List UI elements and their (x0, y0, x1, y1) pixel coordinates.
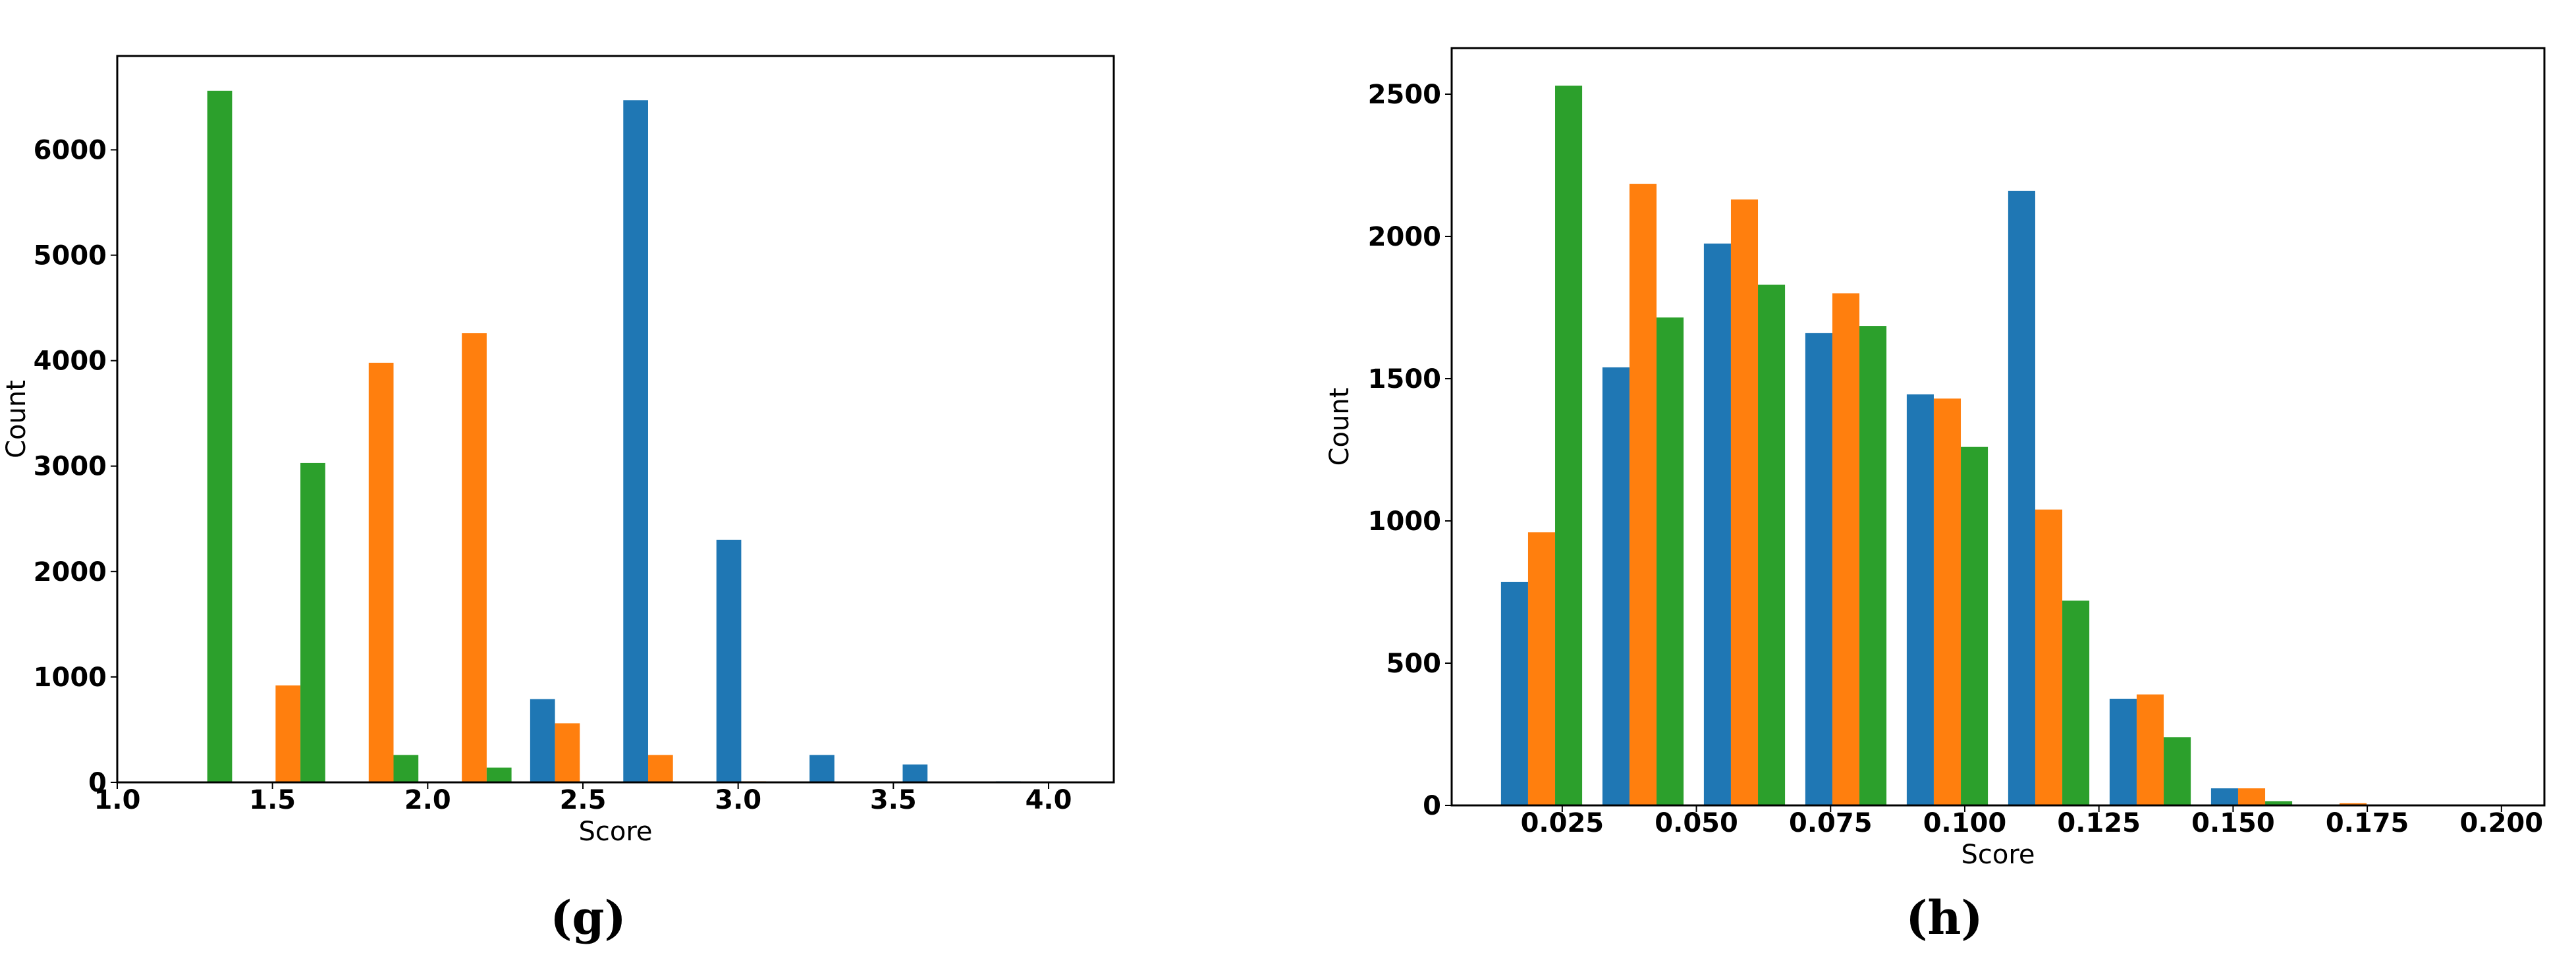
bar (368, 362, 394, 782)
chart: 1.0 1.5 2.0 2.5 3.0 3.5 4.0 0 1000 2000 3000 4000 50… (1, 55, 1115, 945)
y-tick-label: 0 (1423, 791, 1441, 821)
bar (2237, 788, 2266, 805)
x-axis-label: Score (578, 817, 652, 847)
bar (300, 462, 325, 782)
y-tick-label: 2500 (1368, 80, 1441, 110)
x-tick-label: 0.175 (2326, 808, 2409, 838)
bar (1500, 582, 1528, 805)
x-tick-label: 3.5 (870, 785, 917, 815)
bar (393, 755, 419, 782)
bar (275, 685, 301, 782)
y-tick-label: 500 (1386, 649, 1442, 679)
plot-frame (1450, 47, 2546, 807)
bar (2062, 600, 2090, 805)
x-tick-label: 0.100 (1923, 808, 2007, 838)
bar (530, 699, 555, 782)
x-tick-label: 2.5 (560, 785, 607, 815)
bar (623, 100, 648, 782)
y-tick-label: 1000 (34, 663, 107, 693)
caption: (h) (1905, 890, 1983, 945)
bar (2109, 698, 2137, 805)
bar (1629, 184, 1657, 805)
bar (2210, 788, 2238, 805)
bar (555, 723, 580, 782)
y-tick-label: 5000 (34, 241, 107, 271)
bar (2265, 801, 2293, 805)
y-tick-label: 6000 (34, 135, 107, 165)
x-axis-label: Score (1961, 840, 2035, 870)
bar (2136, 694, 2164, 805)
y-tick-label: 4000 (34, 346, 107, 377)
bar (2035, 509, 2063, 805)
y-tick-label: 1500 (1368, 364, 1441, 394)
y-tick-label: 1000 (1368, 506, 1441, 537)
chart: 0.025 0.050 0.075 0.100 0.125 0.150 0.175 0.200… (1325, 47, 2546, 945)
bar (2339, 803, 2367, 805)
x-tick-label: 0.125 (2057, 808, 2141, 838)
x-tick-label: 1.5 (249, 785, 296, 815)
bar (1555, 86, 1583, 806)
bar (1602, 367, 1630, 805)
y-tick-label: 2000 (1368, 222, 1441, 252)
bar (486, 767, 512, 782)
y-axis-label: Count (1, 380, 32, 458)
bar (716, 539, 742, 782)
bar (1527, 532, 1556, 805)
x-tick-label: 0.075 (1789, 808, 1873, 838)
y-tick-label: 0 (88, 768, 107, 798)
bar (1961, 446, 1988, 805)
bar (1906, 394, 1934, 805)
x-tick-label: 0.050 (1655, 808, 1738, 838)
bar (902, 764, 928, 782)
bar (462, 333, 487, 782)
bar (2164, 737, 2191, 805)
x-tick-label: 3.0 (715, 785, 761, 815)
caption: (g) (550, 890, 626, 945)
y-tick-label: 3000 (34, 452, 107, 482)
bar (1703, 243, 1731, 806)
x-tick-label: 0.150 (2191, 808, 2275, 838)
plot-frame (116, 55, 1115, 784)
x-tick-label: 1.0 (94, 785, 141, 815)
x-tick-label: 0.200 (2460, 808, 2544, 838)
y-tick-label: 2000 (34, 557, 107, 587)
bar (647, 755, 673, 782)
x-tick-label: 0.025 (1521, 808, 1604, 838)
bar (1805, 333, 1832, 806)
bar (2008, 190, 2035, 805)
x-tick-label: 4.0 (1026, 785, 1072, 815)
bar (1933, 398, 1961, 805)
bar (1859, 326, 1887, 805)
bar (1730, 199, 1759, 805)
bar (809, 755, 835, 782)
x-tick-label: 2.0 (404, 785, 451, 815)
bar (207, 90, 233, 782)
bar (1758, 284, 1786, 806)
bar (1657, 317, 1684, 805)
bar (1832, 293, 1860, 806)
y-axis-label: Count (1325, 388, 1355, 466)
